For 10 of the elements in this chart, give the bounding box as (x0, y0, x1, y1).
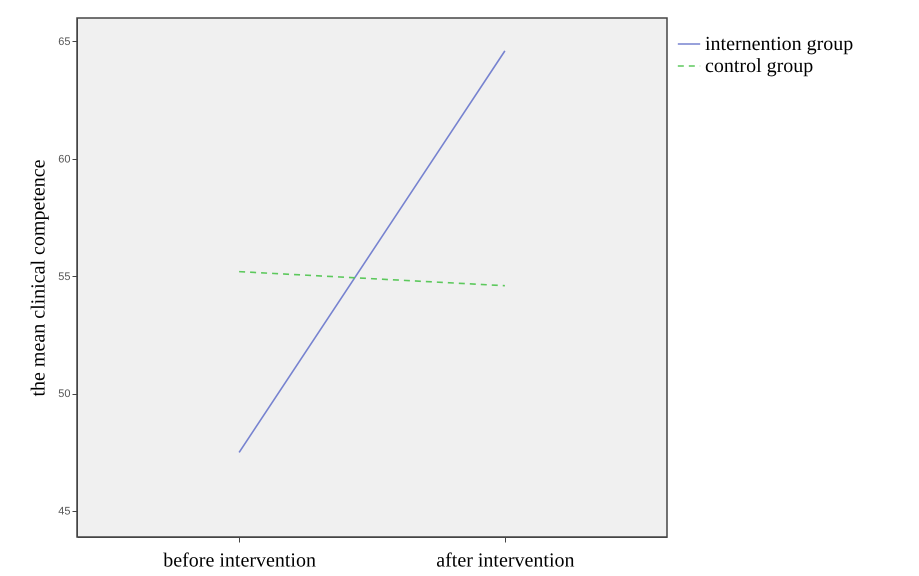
x-tick-label: after intervention (436, 550, 575, 572)
legend-label: internention group (705, 33, 854, 55)
y-tick-label: 55 (58, 270, 70, 283)
y-tick-label: 45 (58, 506, 70, 518)
y-tick-label: 60 (58, 153, 70, 166)
x-tick-label: before intervention (163, 550, 316, 572)
legend-label: control group (705, 55, 814, 77)
y-tick-label: 50 (58, 388, 70, 400)
y-tick-label: 65 (58, 36, 70, 48)
y-axis-title: the mean clinical competence (27, 159, 50, 397)
